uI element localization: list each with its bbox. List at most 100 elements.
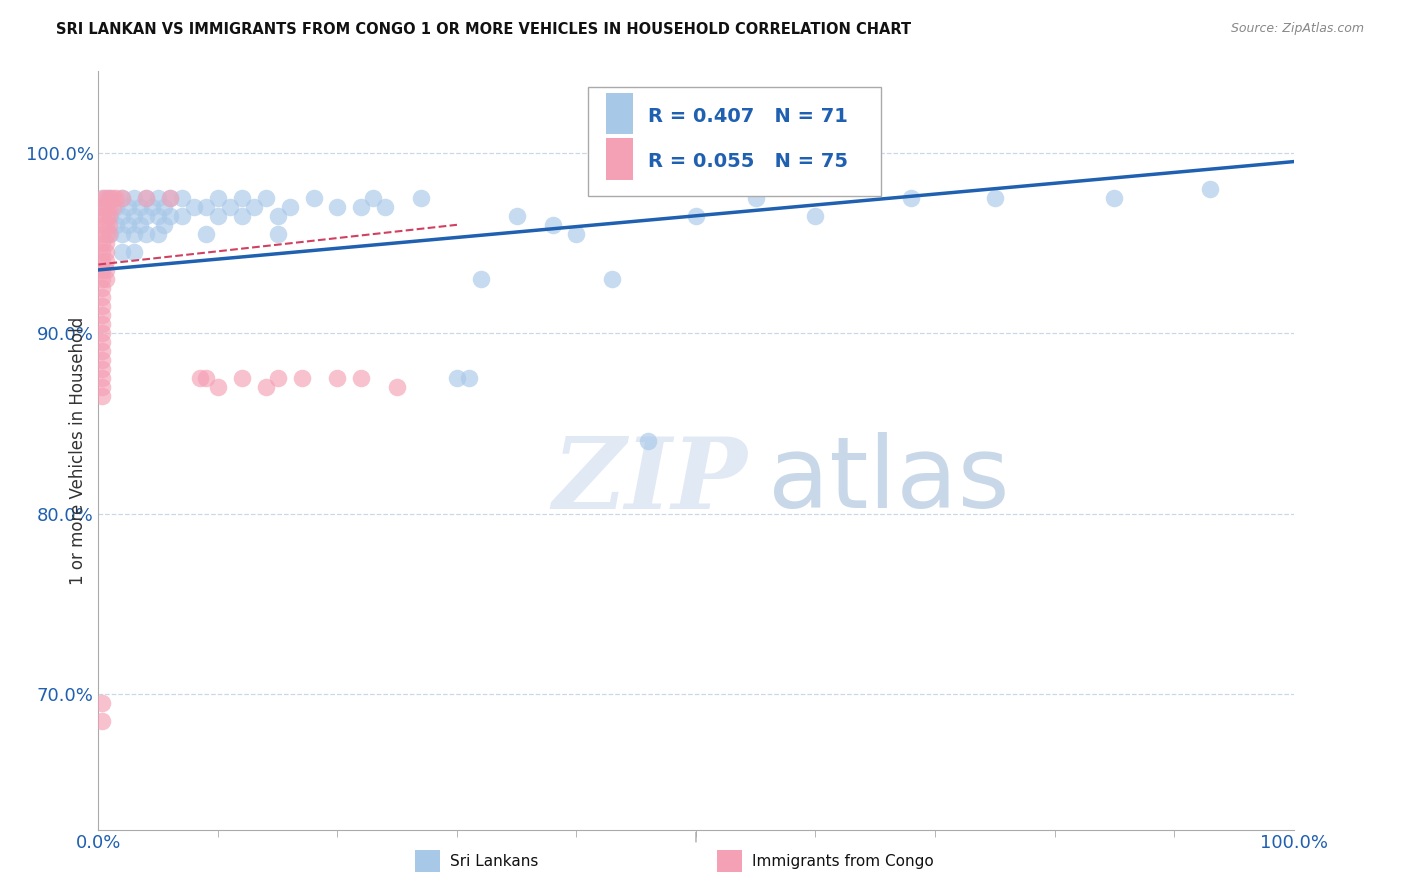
Text: Immigrants from Congo: Immigrants from Congo: [752, 855, 934, 869]
Point: [94, 209, 117, 223]
Point: [135, 227, 157, 241]
Point: [111, 191, 134, 205]
Point: [91, 244, 114, 259]
Point: [105, 218, 128, 232]
Point: [91, 353, 114, 368]
Point: [446, 371, 468, 385]
Point: [91, 209, 114, 223]
Point: [470, 272, 492, 286]
Point: [326, 200, 349, 214]
Point: [565, 227, 588, 241]
Point: [117, 218, 139, 232]
Point: [188, 371, 211, 385]
Point: [183, 200, 205, 214]
Point: [129, 200, 152, 214]
Point: [685, 209, 707, 223]
Point: [91, 326, 114, 340]
Point: [124, 209, 146, 223]
Point: [148, 209, 170, 223]
Point: [98, 227, 121, 241]
Point: [91, 281, 114, 295]
Point: [91, 696, 114, 710]
Point: [91, 227, 114, 241]
Point: [350, 200, 373, 214]
Point: [94, 218, 117, 232]
Point: [506, 209, 529, 223]
Point: [91, 200, 114, 214]
Point: [207, 191, 229, 205]
Point: [98, 218, 121, 232]
Point: [302, 191, 325, 205]
Point: [111, 209, 134, 223]
Point: [148, 191, 170, 205]
Point: [105, 200, 128, 214]
Point: [94, 200, 117, 214]
Point: [98, 227, 122, 241]
Point: [124, 227, 146, 241]
Y-axis label: 1 or more Vehicles in Household: 1 or more Vehicles in Household: [69, 317, 87, 584]
Text: atlas: atlas: [768, 433, 1010, 529]
Point: [124, 191, 146, 205]
Point: [94, 235, 117, 250]
Point: [637, 434, 659, 449]
Point: [804, 209, 827, 223]
Point: [172, 209, 194, 223]
Point: [350, 371, 373, 385]
Point: [195, 371, 218, 385]
FancyBboxPatch shape: [589, 87, 882, 196]
Point: [94, 191, 117, 205]
Point: [91, 263, 114, 277]
Point: [98, 209, 121, 223]
Point: [91, 714, 114, 729]
Point: [111, 244, 134, 259]
Point: [93, 191, 115, 205]
Point: [98, 200, 121, 214]
Point: [278, 200, 301, 214]
Point: [254, 380, 277, 394]
Point: [91, 389, 114, 403]
Point: [385, 380, 409, 394]
Point: [159, 209, 181, 223]
Point: [267, 209, 290, 223]
Point: [1104, 191, 1126, 205]
Text: Source: ZipAtlas.com: Source: ZipAtlas.com: [1230, 22, 1364, 36]
Point: [101, 191, 124, 205]
Point: [135, 191, 157, 205]
Point: [153, 218, 176, 232]
Point: [267, 227, 290, 241]
Point: [195, 227, 218, 241]
Point: [363, 191, 385, 205]
Point: [117, 200, 139, 214]
Point: [374, 200, 396, 214]
Point: [243, 200, 266, 214]
Point: [101, 200, 124, 214]
Point: [207, 380, 229, 394]
Point: [91, 362, 114, 376]
Point: [159, 191, 181, 205]
Point: [93, 200, 115, 214]
Point: [94, 272, 117, 286]
Point: [195, 200, 218, 214]
FancyBboxPatch shape: [606, 138, 633, 180]
Point: [745, 191, 768, 205]
Text: Sri Lankans: Sri Lankans: [450, 855, 538, 869]
Point: [94, 263, 117, 277]
Point: [141, 200, 163, 214]
Point: [267, 371, 290, 385]
Point: [111, 191, 134, 205]
Point: [900, 191, 922, 205]
Point: [602, 272, 624, 286]
Point: [219, 200, 242, 214]
Text: R = 0.055   N = 75: R = 0.055 N = 75: [648, 153, 848, 171]
Text: R = 0.407   N = 71: R = 0.407 N = 71: [648, 107, 848, 126]
Point: [91, 272, 114, 286]
Point: [94, 254, 117, 268]
Point: [411, 191, 433, 205]
Text: SRI LANKAN VS IMMIGRANTS FROM CONGO 1 OR MORE VEHICLES IN HOUSEHOLD CORRELATION : SRI LANKAN VS IMMIGRANTS FROM CONGO 1 OR…: [56, 22, 911, 37]
Point: [91, 308, 114, 322]
Point: [148, 227, 170, 241]
Point: [231, 209, 253, 223]
Point: [98, 191, 122, 205]
Point: [984, 191, 1007, 205]
FancyBboxPatch shape: [606, 93, 633, 135]
